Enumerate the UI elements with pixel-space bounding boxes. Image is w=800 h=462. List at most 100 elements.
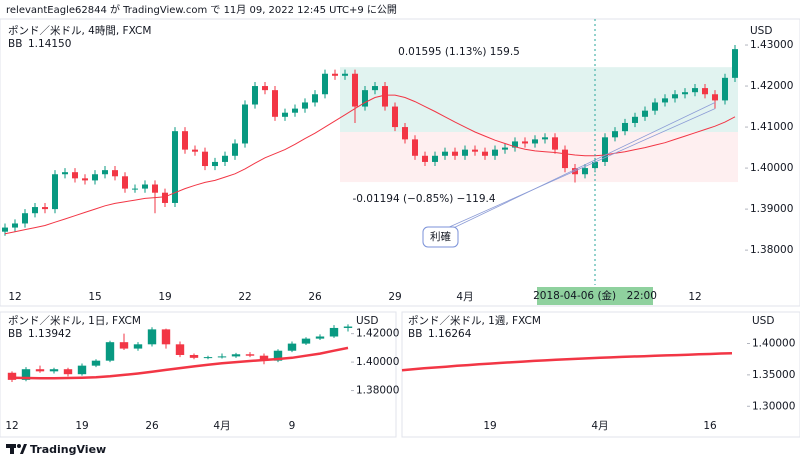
candle-body: [432, 155, 438, 162]
x-tick-label: 12: [8, 291, 21, 303]
logo: [6, 444, 27, 454]
y-tick-label: 1.43000: [750, 39, 793, 51]
candle-body: [612, 131, 618, 138]
candle-body: [402, 127, 408, 140]
candle-body: [42, 207, 48, 210]
candle-body: [672, 94, 678, 99]
candle-body: [642, 110, 648, 117]
logo-stem: [10, 444, 14, 454]
candle-body: [542, 137, 548, 140]
candle-body: [133, 344, 143, 349]
candle-body: [112, 170, 118, 177]
y-tick-label: 1.35000: [752, 369, 795, 381]
candle-body: [329, 327, 339, 337]
candle-body: [77, 365, 87, 375]
candle-body: [49, 369, 59, 372]
candle-body: [292, 108, 298, 113]
candle-body: [332, 73, 338, 76]
y-tick-label: 1.40000: [356, 356, 399, 368]
x-tick-label: 19: [158, 291, 171, 303]
candle-body: [232, 143, 238, 156]
candle-body: [91, 360, 101, 366]
candle-body: [652, 102, 658, 111]
candle-body: [282, 112, 288, 117]
candle-body: [582, 168, 588, 175]
candle-body: [63, 369, 73, 375]
chart-title: ポンド／米ドル, 4時間, FXCM: [8, 24, 151, 37]
candle-body: [287, 343, 297, 351]
weekly-panel: [401, 311, 800, 438]
y-axis-label: USD: [356, 315, 378, 327]
candle-body: [147, 329, 157, 345]
x-tick-label: 16: [703, 420, 717, 432]
candle-body: [302, 102, 308, 109]
footer: TradingView: [30, 443, 106, 456]
candle-body: [161, 329, 171, 345]
logo-dot: [17, 444, 21, 448]
stop-zone: [340, 131, 738, 183]
candle-body: [35, 369, 45, 372]
candle-body: [682, 92, 688, 95]
candle-body: [722, 77, 728, 101]
candle-body: [452, 151, 458, 156]
x-tick-label: 9: [289, 420, 296, 432]
daily-panel: [0, 311, 397, 438]
stop-label: -0.01194 (−0.85%) −119.4: [352, 193, 495, 205]
candle-body: [21, 369, 31, 380]
candle-body: [502, 147, 508, 150]
candle-body: [712, 94, 718, 101]
candle-body: [22, 213, 28, 224]
logo-slash: [20, 444, 27, 454]
candle-body: [189, 354, 199, 358]
y-tick-label: 1.41000: [750, 121, 793, 133]
y-tick-label: 1.40000: [752, 337, 795, 349]
candle-body: [105, 342, 115, 361]
candle-body: [231, 354, 241, 357]
candle-body: [272, 90, 278, 117]
candle-body: [273, 350, 283, 361]
candle-body: [217, 356, 227, 358]
x-tick-label: 19: [75, 420, 88, 432]
candle-body: [162, 192, 168, 203]
candle-body: [119, 342, 129, 349]
candle-body: [315, 336, 325, 339]
indicator-name: BB: [8, 38, 22, 50]
y-tick-label: 1.38000: [356, 385, 399, 397]
chart-title: ポンド／米ドル, 1週, FXCM: [408, 314, 541, 327]
candle-body: [342, 73, 348, 76]
candle-body: [242, 104, 248, 144]
x-tick-label: 15: [88, 291, 101, 303]
header: relevantEagle62844 が TradingView.com で 1…: [6, 3, 397, 16]
candle-body: [422, 155, 428, 162]
bb-line: [11, 346, 349, 380]
candle-body: [252, 86, 258, 105]
y-tick-label: 1.42000: [356, 328, 399, 340]
candle-body: [152, 184, 158, 193]
callout-box: [422, 226, 459, 248]
candle-body: [92, 174, 98, 181]
candle-body: [175, 344, 185, 355]
candle-body: [372, 86, 378, 91]
candle-body: [692, 88, 698, 93]
candle-body: [632, 116, 638, 123]
candle-body: [2, 227, 8, 232]
crosshair-label: 2018-04-06 (金) 22:00: [533, 289, 657, 302]
candle-body: [222, 155, 228, 162]
x-tick-label: 19: [483, 420, 496, 432]
candle-body: [259, 355, 269, 361]
candle-body: [12, 223, 18, 228]
candle-body: [142, 184, 148, 189]
target-label: 0.01595 (1.13%) 159.5: [398, 46, 520, 58]
candle-body: [343, 326, 353, 328]
candle-body: [102, 170, 108, 175]
candle-body: [462, 149, 468, 156]
candle-body: [362, 90, 368, 107]
candle-body: [245, 354, 255, 356]
y-tick-label: 1.39000: [750, 203, 793, 215]
candle-body: [662, 98, 668, 103]
indicator-value: 1.14150: [28, 38, 71, 50]
candle-body: [622, 122, 628, 132]
candle-body: [512, 141, 518, 148]
candle-body: [32, 207, 38, 214]
